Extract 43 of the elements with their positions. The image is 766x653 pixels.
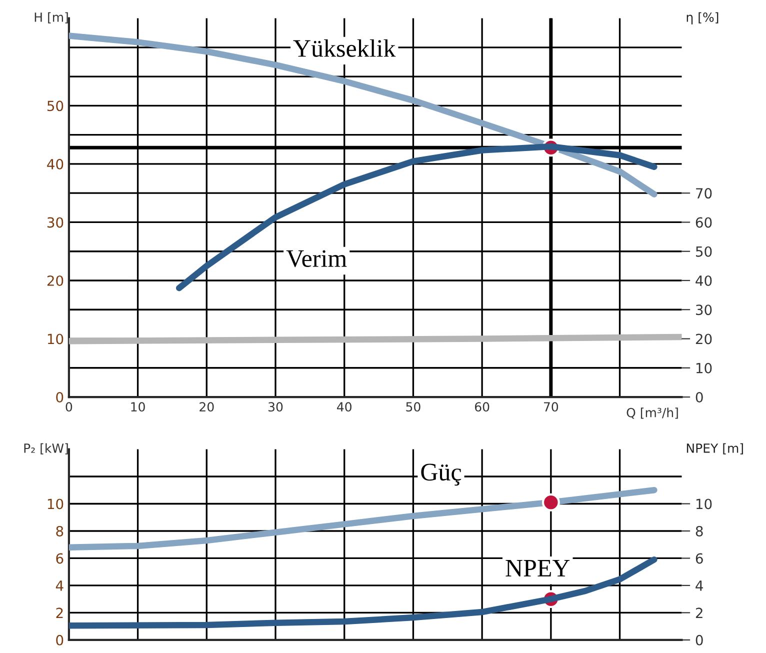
y2-tick-label: 2 <box>696 608 702 618</box>
y-tick-label: 0 <box>56 392 64 402</box>
x-tick-label: 20 <box>200 402 214 412</box>
y-tick-label: 50 <box>47 100 64 112</box>
y2-tick-label: 0 <box>696 392 703 402</box>
y2-axis-title: NPEY [m] <box>686 443 743 454</box>
y2-tick-label: 8 <box>696 526 703 536</box>
y2-tick-label: 10 <box>696 362 712 374</box>
series-label: Güç <box>421 464 462 486</box>
y-axis-title: H [m] <box>34 12 68 24</box>
y2-tick-label: 30 <box>696 304 712 316</box>
x-tick-label: 0 <box>66 402 72 412</box>
x-axis-title: Q [m³/h] <box>626 408 678 419</box>
y-tick-label: 10 <box>48 334 64 344</box>
y2-tick-label: 50 <box>696 246 712 257</box>
x-tick-label: 70 <box>544 402 558 412</box>
x-tick-label: 30 <box>268 402 283 412</box>
x-tick-label: 10 <box>131 402 145 412</box>
y-tick-label: 2 <box>56 608 63 618</box>
y-tick-label: 8 <box>56 526 64 536</box>
y2-tick-label: 0 <box>696 634 703 646</box>
y2-tick-label: 60 <box>696 217 712 228</box>
y2-tick-label: 20 <box>696 334 712 344</box>
y-tick-label: 4 <box>56 580 64 591</box>
y2-tick-label: 40 <box>696 275 712 286</box>
y-axis-title: P₂ [kW] <box>24 443 68 454</box>
series-label: Yükseklik <box>293 39 396 57</box>
y2-tick-label: 70 <box>696 188 712 199</box>
y2-tick-label: 4 <box>696 580 703 591</box>
series-label: Verim <box>286 250 347 268</box>
y2-tick-label: 6 <box>696 553 703 564</box>
y2-axis-title: η [%] <box>686 12 718 24</box>
y-tick-label: 40 <box>47 158 64 170</box>
x-tick-label: 40 <box>337 402 352 412</box>
series-label: NPEY <box>506 560 570 576</box>
y-tick-label: 20 <box>47 275 64 286</box>
y-tick-label: 0 <box>56 634 64 646</box>
x-tick-label: 60 <box>474 402 490 412</box>
y-tick-label: 10 <box>48 498 64 510</box>
x-tick-label: 50 <box>406 402 420 412</box>
y-tick-label: 6 <box>56 553 64 564</box>
y2-tick-label: 10 <box>696 498 712 510</box>
y-tick-label: 30 <box>47 217 64 228</box>
